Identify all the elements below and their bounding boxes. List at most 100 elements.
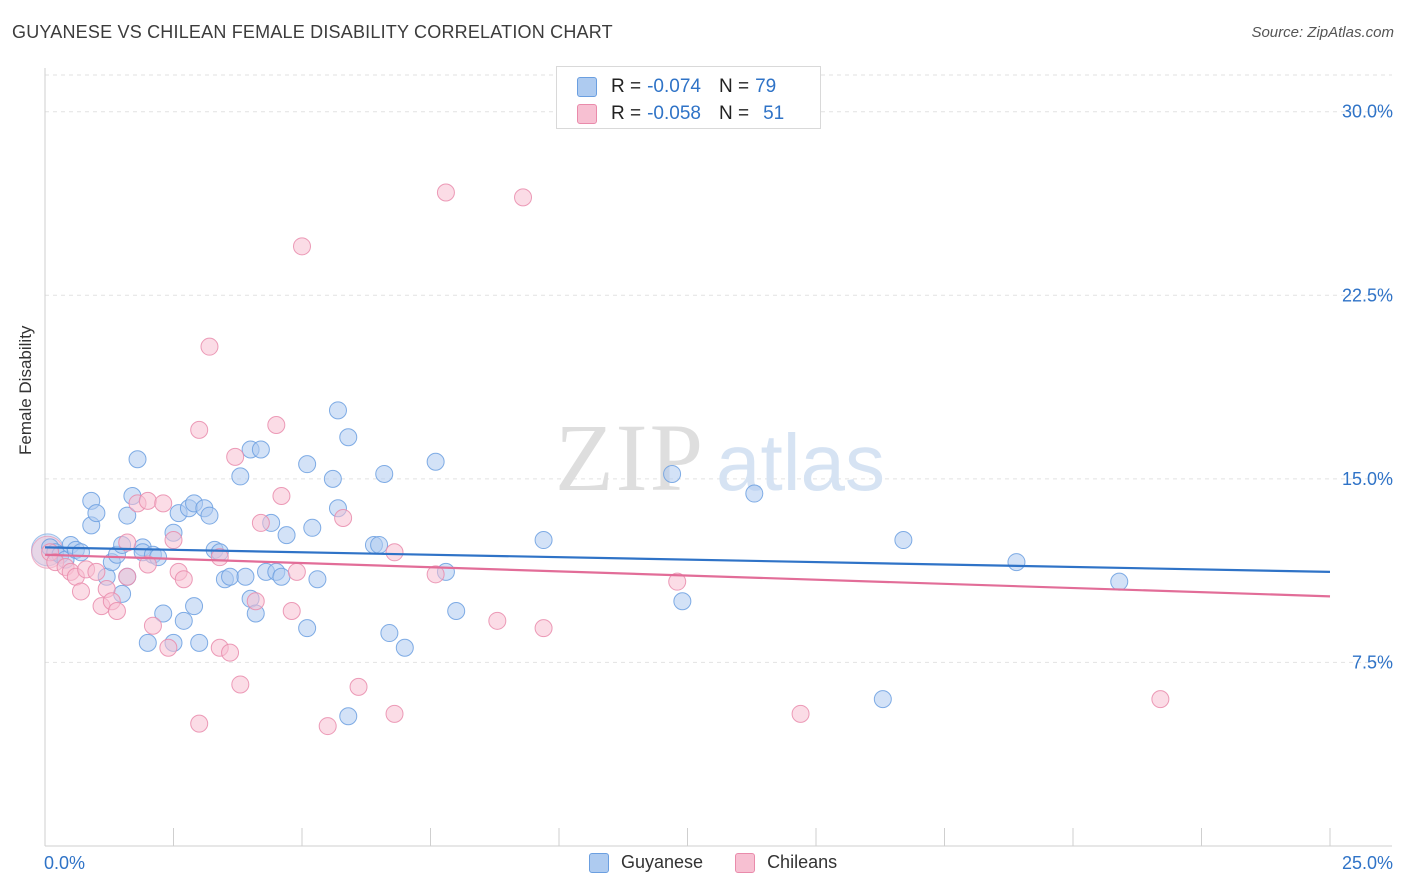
point-chileans <box>154 494 173 513</box>
legend-r-value: -0.058 <box>647 103 701 124</box>
series-legend: Guyanese Chileans <box>589 852 869 873</box>
point-chileans <box>118 533 137 552</box>
point-guyanese <box>277 526 296 545</box>
point-chileans <box>107 602 126 621</box>
point-guyanese <box>745 484 764 503</box>
point-guyanese <box>174 611 193 630</box>
point-guyanese <box>272 567 291 586</box>
point-guyanese <box>673 592 692 611</box>
trend-line-chileans <box>44 553 1331 598</box>
legend-n-value: 51 <box>763 103 785 124</box>
point-guyanese <box>298 619 317 638</box>
point-guyanese <box>87 504 106 523</box>
point-guyanese <box>154 604 173 623</box>
legend-row-chileans: R = -0.058 N = 51 <box>577 102 784 126</box>
point-chileans <box>514 188 533 207</box>
legend-n-value: 79 <box>755 76 777 97</box>
y-axis-label: Female Disability <box>16 325 35 455</box>
point-guyanese <box>375 464 394 483</box>
series-label-chileans: Chileans <box>767 852 838 872</box>
point-chileans <box>349 677 368 696</box>
point-chileans <box>534 619 553 638</box>
point-guyanese <box>236 567 255 586</box>
point-chileans <box>231 675 250 694</box>
point-guyanese <box>298 455 317 474</box>
legend-swatch-chileans <box>577 104 597 124</box>
point-chileans <box>426 565 445 584</box>
point-guyanese <box>251 440 270 459</box>
point-chileans <box>282 602 301 621</box>
legend-row-guyanese: R = -0.074 N = 79 <box>577 75 776 99</box>
series-swatch-guyanese <box>589 852 609 873</box>
watermark-zip: ZIP <box>555 404 705 511</box>
point-guyanese <box>894 531 913 550</box>
x-tick-label-max: 25.0% <box>1342 853 1393 873</box>
point-chileans <box>246 592 265 611</box>
point-chileans <box>138 555 157 574</box>
point-chileans <box>143 616 162 635</box>
point-chileans <box>118 567 137 586</box>
point-guyanese <box>328 401 347 420</box>
point-guyanese <box>370 535 389 554</box>
series-legend-guyanese[interactable]: Guyanese <box>589 852 703 873</box>
legend-r-label: R = <box>611 76 642 97</box>
point-guyanese <box>221 567 240 586</box>
point-guyanese <box>339 428 358 447</box>
point-guyanese <box>323 469 342 488</box>
legend-n-label: N = <box>718 103 750 124</box>
point-chileans <box>71 582 90 601</box>
legend-r-label: R = <box>611 103 642 124</box>
point-guyanese <box>426 452 445 471</box>
y-tick-label: 7.5% <box>1352 652 1393 672</box>
point-chileans <box>200 337 219 356</box>
point-guyanese <box>303 518 322 537</box>
point-chileans <box>385 704 404 723</box>
point-chileans <box>190 420 209 439</box>
point-chileans <box>138 491 157 510</box>
point-chileans <box>318 717 337 736</box>
point-guyanese <box>873 690 892 709</box>
point-chileans <box>164 531 183 550</box>
point-chileans <box>488 611 507 630</box>
x-tick-label-min: 0.0% <box>44 853 85 873</box>
point-guyanese <box>663 464 682 483</box>
point-guyanese <box>200 506 219 525</box>
y-tick-label: 22.5% <box>1342 285 1393 305</box>
trend-line-guyanese <box>44 546 1331 573</box>
point-guyanese <box>128 450 147 469</box>
legend-r-value: -0.074 <box>647 76 701 97</box>
point-guyanese <box>308 570 327 589</box>
point-chileans <box>159 638 178 657</box>
legend-swatch-guyanese <box>577 77 597 97</box>
y-tick-label: 30.0% <box>1342 102 1393 122</box>
point-guyanese <box>231 467 250 486</box>
source-label: Source: ZipAtlas.com <box>1251 24 1394 41</box>
point-chileans <box>436 183 455 202</box>
point-guyanese <box>534 531 553 550</box>
series-label-guyanese: Guyanese <box>621 852 704 872</box>
point-guyanese <box>380 624 399 643</box>
point-guyanese <box>190 633 209 652</box>
point-chileans <box>293 237 311 256</box>
point-chileans <box>287 562 306 581</box>
chart-title: GUYANESE VS CHILEAN FEMALE DISABILITY CO… <box>12 22 613 42</box>
point-guyanese <box>395 638 414 657</box>
point-chileans <box>334 509 353 528</box>
point-chileans <box>791 704 810 723</box>
point-chileans <box>1151 690 1170 709</box>
point-chileans <box>226 447 245 466</box>
point-guyanese <box>71 543 90 562</box>
legend-n-label: N = <box>718 76 750 97</box>
point-guyanese <box>447 602 466 621</box>
correlation-legend: R = -0.074 N = 79 R = -0.058 N = 51 <box>556 66 821 129</box>
point-guyanese <box>1110 572 1129 591</box>
point-chileans <box>668 572 687 591</box>
point-chileans <box>221 643 240 662</box>
series-legend-chileans[interactable]: Chileans <box>735 852 837 873</box>
point-chileans <box>272 486 291 505</box>
point-chileans <box>174 570 193 589</box>
point-chileans <box>190 714 209 733</box>
point-guyanese <box>1007 553 1026 572</box>
series-swatch-chileans <box>735 852 756 873</box>
